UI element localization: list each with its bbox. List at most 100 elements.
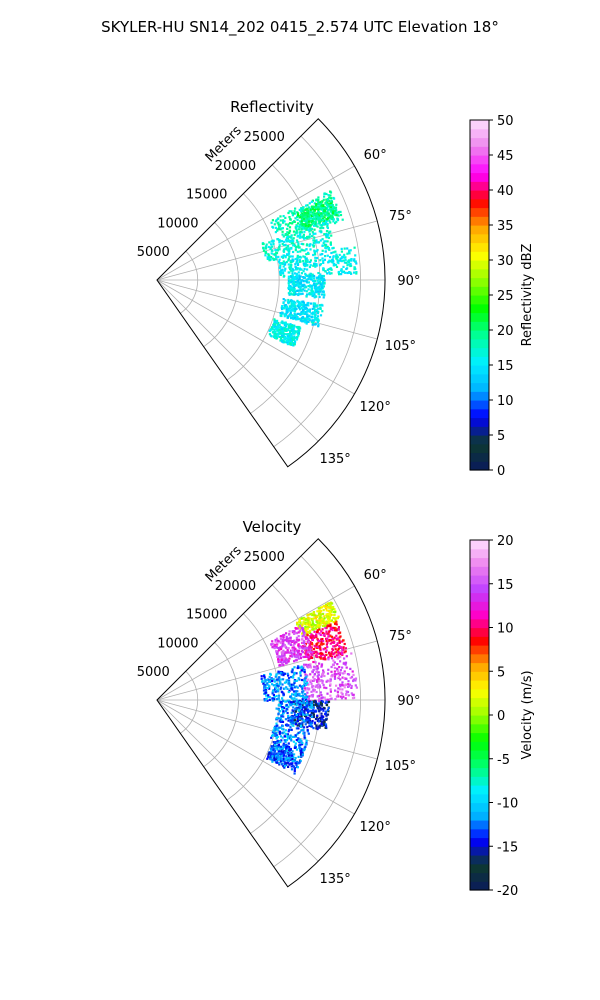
echo-gate [352,679,355,683]
echo-gate [264,245,267,248]
echo-gate [320,639,323,643]
echo-gate [287,231,290,234]
echo-gate [297,649,300,652]
echo-gate [296,250,299,253]
echo-gate [326,708,329,712]
echo-gate [282,650,285,654]
echo-gate [287,705,290,709]
echo-gate [293,641,296,644]
echo-gate [290,337,294,340]
echo-gate [322,241,325,244]
echo-gate [279,726,282,729]
echo-gate [299,739,303,742]
echo-gate [292,240,295,243]
echo-gate [303,276,306,279]
echo-gate [306,317,309,321]
echo-gate [277,756,280,759]
echo-gate [319,277,322,280]
echo-gate [298,289,301,292]
echo-gate [302,701,305,704]
echo-gate [288,216,291,219]
echo-gate [342,672,345,675]
echo-gate [282,219,285,222]
echo-gate [272,243,275,246]
echo-gate [316,286,320,290]
echo-gate [306,212,310,215]
echo-gate [350,692,353,695]
echo-gate [308,206,311,209]
echo-gate [285,246,288,249]
echo-gate [275,722,278,725]
echo-gate [289,737,293,741]
echo-gate [287,651,290,654]
echo-gate [282,248,286,251]
echo-gate [306,207,309,211]
echo-gate [334,648,337,651]
echo-gate [320,276,324,280]
echo-gate [320,616,323,619]
echo-gate [271,679,274,682]
colorbar-segment [470,251,489,261]
echo-gate [287,647,290,650]
echo-gate [279,266,282,269]
echo-gate [287,282,290,285]
echo-gate [320,702,323,705]
echo-gate [273,689,276,692]
echo-gate [274,727,277,730]
echo-gate [274,729,277,732]
echo-gate [316,214,319,218]
echo-gate [344,683,347,686]
echo-gate [342,695,345,698]
echo-gate [277,672,280,675]
echo-gate [314,305,317,308]
echo-gate [337,626,340,629]
colorbar-segment [470,321,489,331]
echo-gate [333,677,337,680]
echo-gate [343,686,346,689]
echo-gate [277,656,280,659]
echo-gate [341,653,344,656]
echo-gate [340,250,343,253]
echo-gate [321,652,324,655]
echo-gate [278,703,281,706]
colorbar-segment [470,295,489,305]
echo-gate [304,635,307,639]
echo-gate [297,325,300,329]
echo-gate [311,273,314,276]
echo-gate [325,200,328,204]
echo-gate [350,686,353,689]
echo-gate [333,617,337,620]
echo-gate [302,732,305,735]
echo-gate [270,752,273,755]
echo-gate [270,678,274,681]
echo-gate [323,282,326,285]
echo-gate [287,765,290,768]
echo-gate [282,706,285,709]
echo-gate [301,717,304,720]
echo-gate [282,754,286,757]
echo-gate [294,313,297,316]
echo-gate [331,602,334,605]
echo-gate [266,686,269,690]
echo-gate [320,286,323,289]
echo-gate [340,268,343,271]
echo-gate [284,328,287,331]
echo-gate [303,237,306,240]
echo-gate [277,221,280,224]
echo-gate [276,217,279,221]
echo-gate [277,670,280,673]
echo-gate [295,231,298,234]
echo-gate [323,293,326,296]
echo-gate [270,745,273,748]
echo-gate [307,658,310,661]
echo-gate [278,328,281,331]
echo-gate [281,331,285,334]
echo-gate [293,769,296,773]
echo-gate [300,715,303,718]
echo-gate [291,338,294,341]
echo-gate [321,700,324,703]
echo-gate [308,218,311,222]
echo-gate [350,675,354,679]
echo-gate [304,663,308,666]
echo-gate [285,333,288,336]
